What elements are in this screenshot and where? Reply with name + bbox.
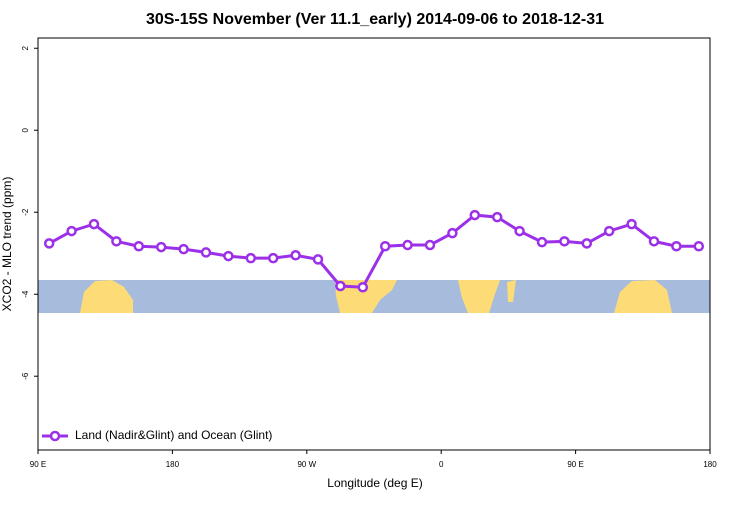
data-point [312, 254, 324, 265]
data-point [111, 236, 122, 247]
legend-marker [49, 430, 61, 442]
data-point [133, 241, 145, 252]
x-tick-label: 90 E [30, 460, 46, 469]
map-band [38, 280, 710, 313]
y-tick-label: 0 [21, 127, 30, 132]
x-tick-label: 180 [703, 460, 717, 469]
data-point [290, 250, 301, 261]
series-line [48, 213, 699, 289]
chart-title: 30S-15S November (Ver 11.1_early) 2014-0… [146, 11, 604, 28]
data-point [223, 250, 234, 262]
x-tick-label: 180 [166, 460, 180, 469]
y-axis-label: XCO2 - MLO trend (ppm) [0, 177, 14, 312]
data-point [155, 241, 167, 253]
data-point [693, 241, 705, 252]
data-point [581, 238, 593, 249]
data-point [43, 238, 55, 249]
data-point [88, 218, 100, 230]
x-tick-label: 90 E [567, 460, 583, 469]
data-point [200, 247, 212, 258]
data-point [402, 239, 413, 251]
data-point [514, 225, 525, 237]
data-point [671, 241, 682, 252]
y-tick-label: -6 [21, 372, 30, 380]
x-axis-label: Longitude (deg E) [327, 476, 422, 490]
data-point [245, 252, 257, 264]
data-point [66, 225, 77, 237]
y-tick-label: 2 [21, 45, 30, 50]
data-point [648, 236, 660, 247]
y-tick-label: -4 [21, 290, 30, 298]
data-point [469, 209, 481, 221]
x-tick-label: 0 [439, 460, 444, 469]
y-tick-label: -2 [21, 208, 30, 216]
data-point [178, 243, 189, 255]
data-point [559, 236, 570, 247]
data-point [357, 281, 369, 293]
data-point [447, 227, 458, 239]
legend-label: Land (Nadir&Glint) and Ocean (Glint) [75, 428, 272, 442]
data-point [379, 241, 391, 252]
x-tick-label: 90 W [297, 460, 316, 469]
data-point [626, 218, 637, 230]
data-point [491, 211, 503, 223]
data-point [536, 236, 548, 248]
data-point [335, 280, 346, 292]
data-point [424, 239, 436, 251]
data-point [603, 225, 615, 237]
plot-frame [37, 37, 711, 451]
data-point [267, 252, 279, 264]
